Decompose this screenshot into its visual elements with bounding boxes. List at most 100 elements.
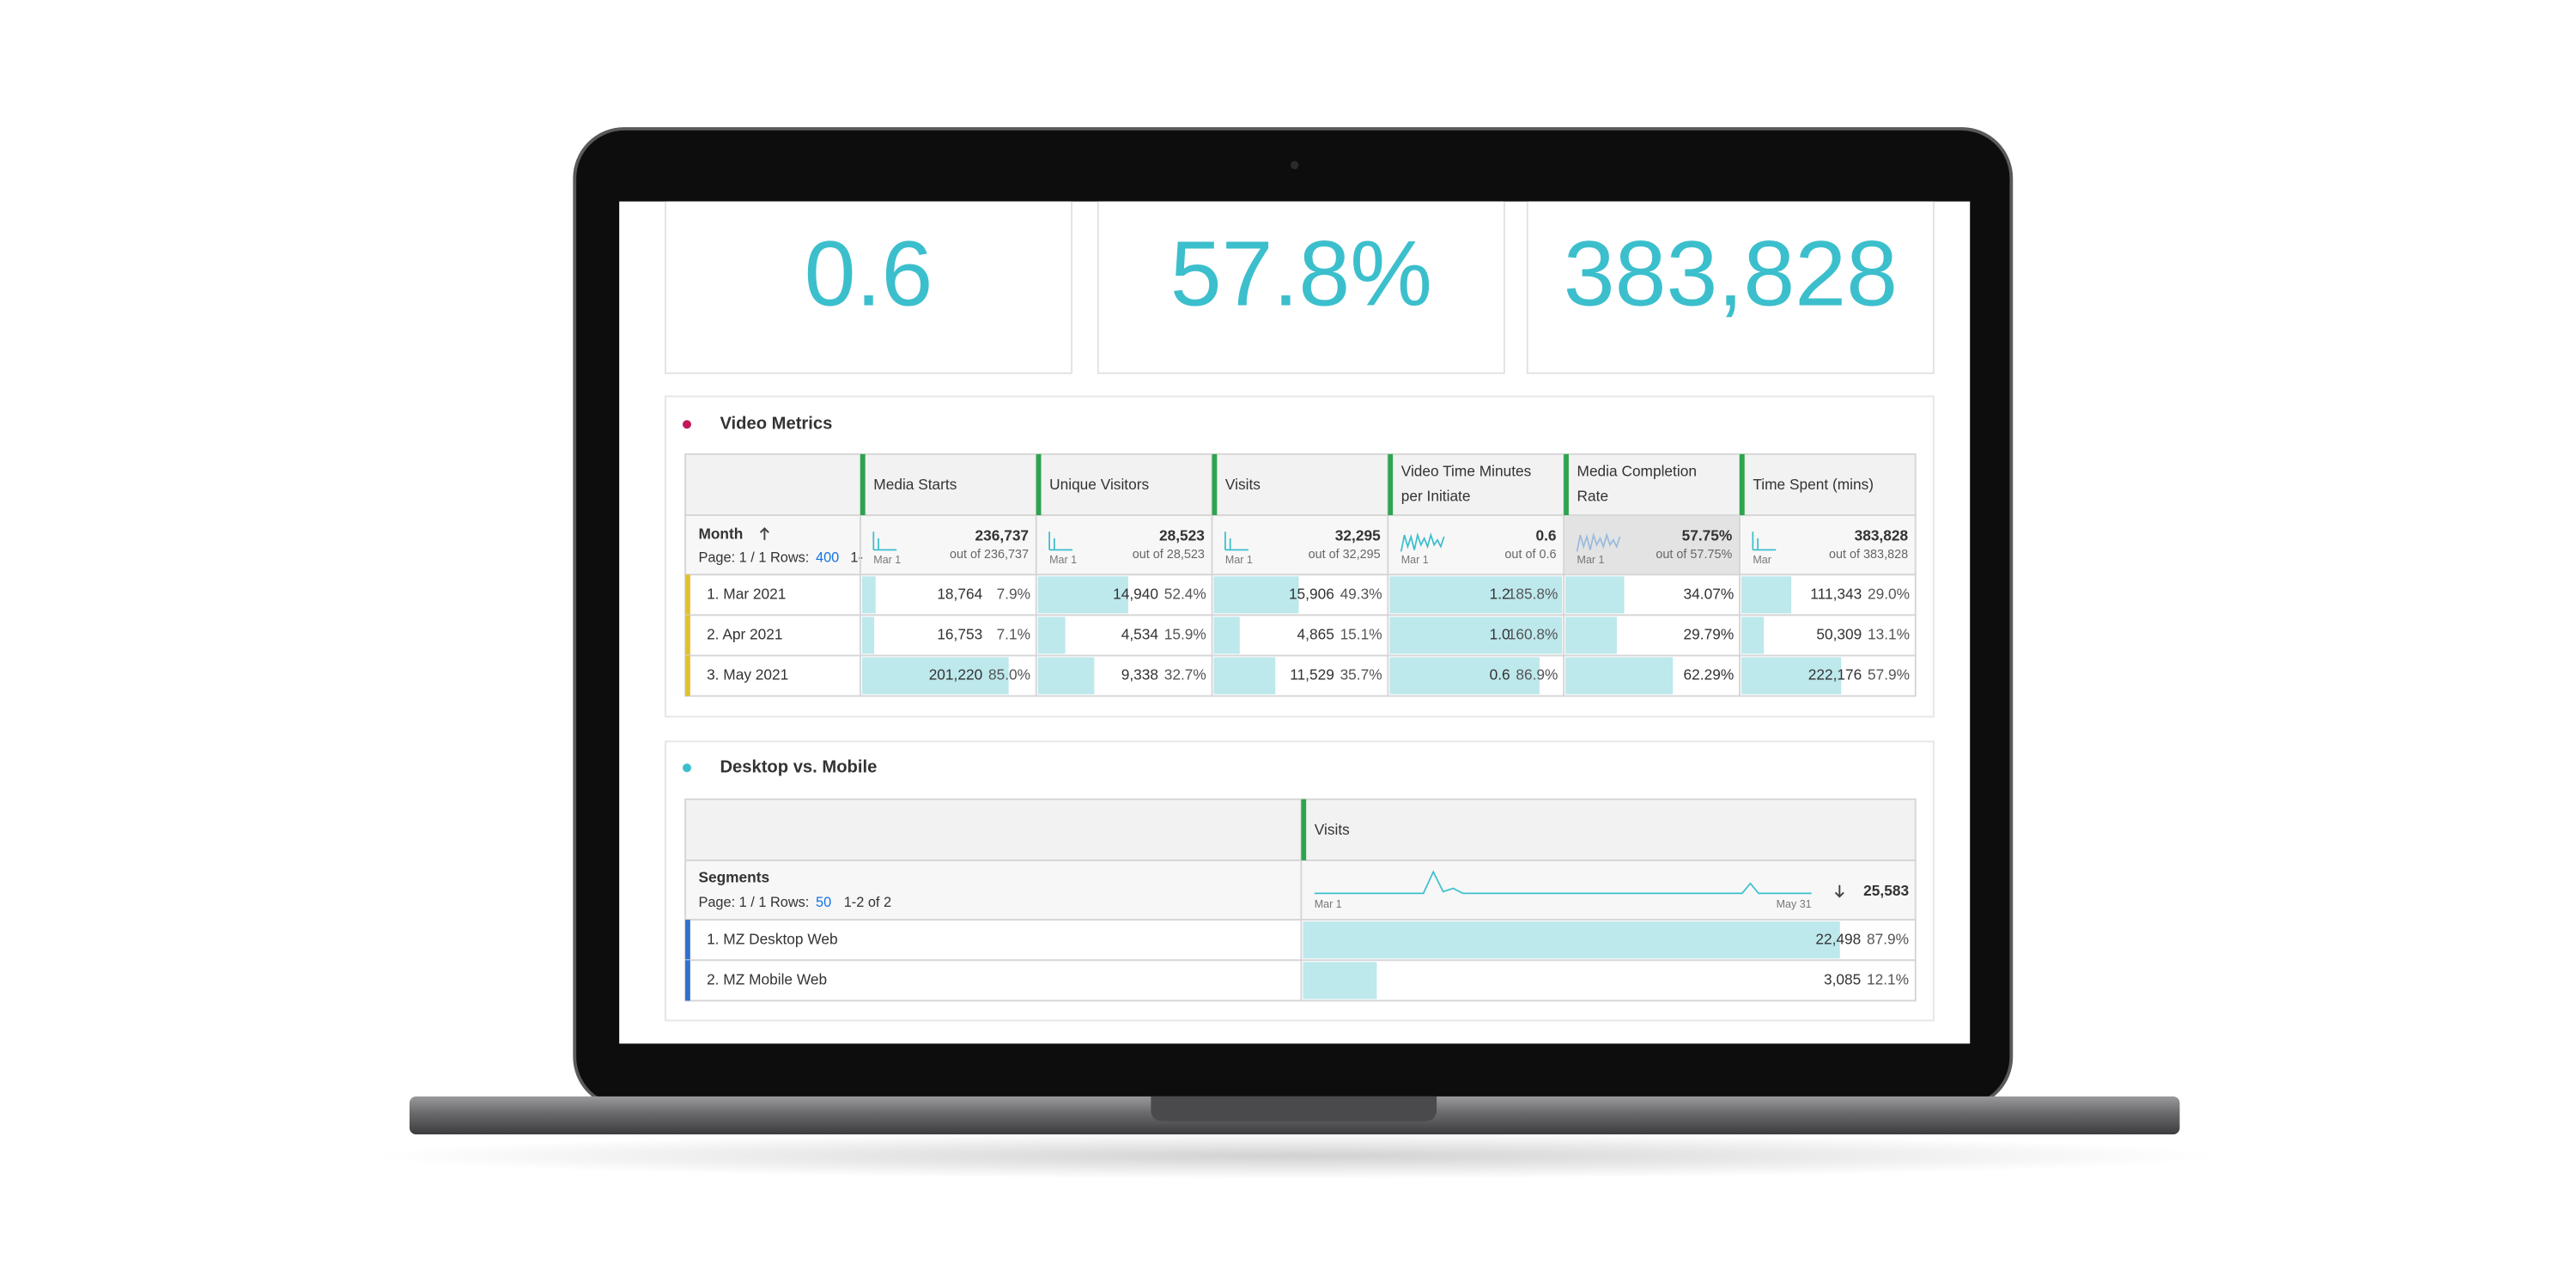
dimension-label: Month bbox=[698, 526, 743, 543]
cell-bar bbox=[1213, 657, 1276, 695]
panel-title: Desktop vs. Mobile bbox=[720, 758, 877, 777]
cell-clip bbox=[1565, 657, 1674, 695]
cell-value: 22,498 bbox=[1815, 930, 1861, 947]
cell-value: 18,764 bbox=[937, 585, 982, 602]
column-total: 57.75% bbox=[1682, 527, 1733, 544]
sort-icon bbox=[1834, 884, 1844, 898]
column-header: Time Spent (mins) bbox=[1753, 476, 1874, 493]
cell-value: 9,338 bbox=[1121, 666, 1158, 683]
cell-clip bbox=[1565, 576, 1625, 614]
cell-clip bbox=[861, 576, 876, 614]
cell-clip bbox=[1741, 617, 1765, 654]
cell-percent: 15.1% bbox=[1340, 625, 1382, 642]
cell-clip bbox=[1037, 576, 1128, 614]
sparkline bbox=[1400, 532, 1445, 552]
laptop-shadow bbox=[369, 1133, 2220, 1180]
cell-percent: 52.4% bbox=[1164, 585, 1206, 602]
cell-bar bbox=[1565, 657, 1674, 695]
column-out-of: out of 383,828 bbox=[1829, 548, 1908, 562]
cell-value: 201,220 bbox=[929, 666, 983, 683]
cell-percent: 87.9% bbox=[1867, 930, 1909, 947]
column-out-of: out of 57.75% bbox=[1656, 548, 1732, 562]
rows-per-page[interactable]: 400 bbox=[816, 550, 839, 565]
column-header: Media Starts bbox=[873, 476, 957, 493]
sparkline bbox=[1224, 532, 1249, 551]
cell-value: 4,534 bbox=[1121, 625, 1159, 642]
dimension-label: Segments bbox=[698, 869, 769, 886]
cell-bar bbox=[1741, 657, 1842, 695]
cell-value: 4,865 bbox=[1297, 625, 1334, 642]
cell-clip bbox=[861, 617, 875, 654]
sparkline-label: Mar 1 bbox=[1049, 554, 1077, 566]
row-marker bbox=[685, 960, 690, 1001]
cell-bar bbox=[1213, 576, 1299, 614]
cell-clip bbox=[1303, 962, 1377, 999]
sort-icon bbox=[759, 527, 769, 540]
sparkline bbox=[1576, 532, 1621, 552]
rows-per-page[interactable]: 50 bbox=[816, 895, 831, 910]
cell-value: 111,343 bbox=[1810, 585, 1862, 602]
cell-percent: 160.8% bbox=[1508, 625, 1558, 642]
kpi-tile bbox=[1526, 201, 1935, 374]
kpi-value: 0.6 bbox=[805, 222, 933, 325]
cell-value: 50,309 bbox=[1816, 625, 1862, 642]
cell-value: 1.2 bbox=[1490, 585, 1510, 602]
cell-bar bbox=[1303, 962, 1377, 999]
column-out-of: out of 28,523 bbox=[1133, 548, 1205, 562]
cell-clip bbox=[1303, 921, 1840, 959]
cell-value: 29.79% bbox=[1684, 625, 1735, 642]
laptop-notch bbox=[1151, 1096, 1437, 1121]
cell-percent: 49.3% bbox=[1340, 585, 1382, 602]
column-out-of: out of 236,737 bbox=[950, 548, 1029, 562]
column-total: 25,583 bbox=[1863, 882, 1909, 899]
screen-content: 0.6 57.8% 383,828 Video Metrics Month Page: 1… bbox=[665, 201, 1935, 1022]
row-label: 1. Mar 2021 bbox=[707, 585, 786, 602]
cell-percent: 7.9% bbox=[997, 585, 1030, 602]
column-total: 28,523 bbox=[1159, 527, 1205, 544]
kpi-tile bbox=[1097, 201, 1505, 374]
cell-bar bbox=[1037, 576, 1128, 614]
cell-bar bbox=[861, 657, 1009, 695]
column-marker bbox=[1564, 453, 1569, 515]
row-label: 1. MZ Desktop Web bbox=[707, 930, 838, 947]
cell-clip bbox=[1213, 617, 1240, 654]
column-total: 0.6 bbox=[1535, 527, 1556, 544]
cell-value: 11,529 bbox=[1290, 666, 1334, 683]
row-marker bbox=[685, 655, 690, 696]
column-marker bbox=[1036, 453, 1042, 515]
cell-bar bbox=[1389, 617, 1563, 654]
cell-percent: 32.7% bbox=[1164, 666, 1206, 683]
cell-value: 62.29% bbox=[1684, 666, 1735, 683]
panel-dot bbox=[683, 420, 691, 429]
cell-percent: 15.9% bbox=[1164, 625, 1206, 642]
cell-clip bbox=[1213, 576, 1299, 614]
cell-clip bbox=[1037, 617, 1066, 654]
sparkline-label: Mar 1 bbox=[1401, 554, 1429, 566]
column-marker bbox=[860, 453, 866, 515]
row-marker bbox=[685, 574, 690, 616]
cell-clip bbox=[1389, 576, 1563, 614]
cell-clip bbox=[861, 657, 1009, 695]
row bbox=[684, 574, 1917, 617]
column-marker bbox=[1212, 453, 1218, 515]
camera bbox=[1290, 161, 1299, 170]
column-header: Visits bbox=[1225, 476, 1261, 493]
sparkline-label: May 31 bbox=[1777, 898, 1812, 910]
kpi-tile bbox=[665, 201, 1073, 374]
cell-value: 15,906 bbox=[1289, 585, 1334, 602]
sparkline-label: Mar 1 bbox=[1315, 898, 1342, 910]
panel-title: Video Metrics bbox=[720, 415, 832, 434]
column-header: Rate bbox=[1577, 487, 1609, 504]
row-label: 2. MZ Mobile Web bbox=[707, 970, 827, 987]
cell-clip bbox=[1389, 657, 1540, 695]
sparkline-label: Mar bbox=[1753, 554, 1771, 566]
cell-clip bbox=[1741, 576, 1792, 614]
table-header bbox=[684, 453, 1917, 516]
column-out-of: out of 32,295 bbox=[1309, 548, 1381, 562]
cell-bar bbox=[861, 576, 876, 614]
sparkline bbox=[1048, 532, 1073, 551]
cell-clip bbox=[1565, 617, 1617, 654]
cell-bar bbox=[1389, 576, 1563, 614]
